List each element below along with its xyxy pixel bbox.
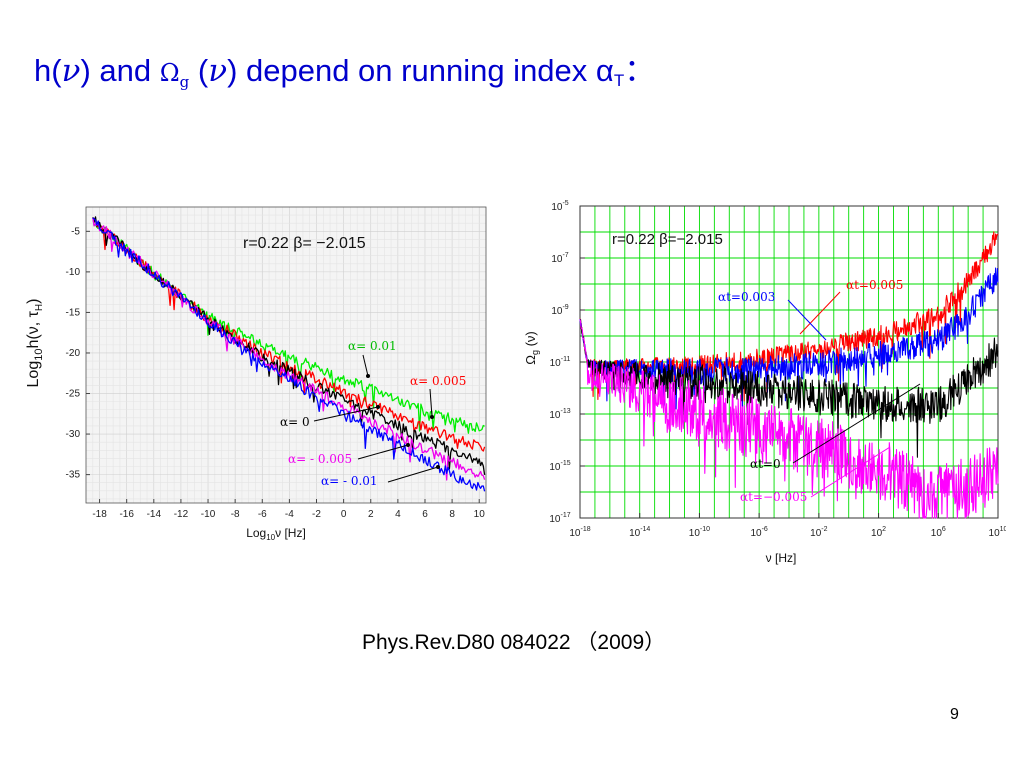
- series-line: [579, 318, 999, 458]
- x-tick-label: -18: [92, 509, 107, 520]
- y-tick-label: 10-5: [551, 200, 568, 213]
- x-tick-label: 8: [449, 509, 455, 520]
- y-tick-label: 10-9: [551, 304, 568, 317]
- series-label: α= - 0.01: [321, 474, 378, 488]
- x-tick-label: -4: [285, 509, 294, 520]
- x-tick-label: -6: [258, 509, 267, 520]
- title-and-text: ) and: [80, 53, 152, 88]
- y-axis-label: Ωg (ν): [523, 331, 540, 365]
- annotation-arrow: [429, 388, 433, 418]
- series-line: [92, 216, 486, 475]
- strain-amplitude-chart: -18 -16 -14 -12 -10 -8 -6 -4 -2 0 2 4 6 8 10-5-10-15-2…: [25, 206, 487, 542]
- x-tick-label: 10-18: [569, 526, 590, 539]
- series-line: [92, 217, 486, 492]
- y-tick-label: 10-15: [549, 460, 570, 473]
- y-tick-label: -25: [66, 389, 81, 400]
- series-label: α= - 0.005: [288, 452, 352, 466]
- title-subscript-t: T: [613, 71, 625, 90]
- y-tick-label: 10-13: [549, 408, 570, 421]
- grid-lines: [86, 206, 487, 503]
- annotation-arrow: [387, 466, 439, 483]
- title-omega-symbol: Ω: [159, 59, 180, 87]
- series-label: α= 0: [280, 415, 310, 429]
- y-tick-label: -20: [66, 348, 81, 359]
- x-tick-label: 10-2: [810, 526, 827, 539]
- y-tick-label: 10-7: [551, 252, 568, 265]
- x-tick-label: -10: [201, 509, 216, 520]
- annotation-line: [799, 291, 841, 335]
- y-tick-label: -30: [66, 429, 81, 440]
- title-nu-symbol: ν: [61, 53, 81, 89]
- x-tick-label: 10: [474, 509, 486, 520]
- x-tick-label: -2: [312, 509, 321, 520]
- title-subscript-g: g: [179, 73, 190, 91]
- annotation-arrowhead: [436, 465, 440, 469]
- x-tick-label: 6: [422, 509, 428, 520]
- annotation-arrowhead: [430, 415, 434, 419]
- series-label: α= 0.005: [410, 374, 466, 388]
- series-group: [92, 216, 486, 492]
- series-label: αt=0: [750, 457, 781, 471]
- annotation-arrow: [313, 406, 379, 422]
- series-label: α= 0.01: [348, 339, 397, 353]
- annotation-arrowhead: [376, 405, 380, 409]
- y-tick-label: -10: [66, 267, 81, 278]
- annotation-line: [792, 383, 921, 464]
- x-tick-label: 2: [368, 509, 374, 520]
- series-line: [92, 217, 486, 481]
- citation: Phys.Rev.D80 084022 （2009）: [362, 631, 666, 654]
- annotation-arrowhead: [366, 374, 370, 378]
- x-tick-label: -14: [147, 509, 162, 520]
- y-tick-label: 10-11: [550, 356, 571, 369]
- series-line: [579, 319, 999, 519]
- title-depend-text: ) depend on running index α: [227, 53, 614, 88]
- title-paren: (: [197, 53, 209, 88]
- page-number: 9: [950, 706, 959, 723]
- annotation-arrowhead: [406, 443, 410, 447]
- y-tick-label: 10-17: [549, 512, 570, 525]
- series-label: αt=−0.005: [740, 490, 807, 504]
- x-tick-label: 1010: [989, 526, 1006, 539]
- x-tick-label: -8: [231, 509, 240, 520]
- annotation-line: [810, 446, 891, 498]
- x-tick-label: 102: [871, 526, 886, 539]
- slide-title: h(ν) and Ωg (ν) depend on running index …: [34, 52, 655, 91]
- x-tick-label: 10-10: [689, 526, 710, 539]
- x-tick-label: -16: [119, 509, 134, 520]
- x-axis-label: Log10ν [Hz]: [246, 526, 306, 542]
- x-tick-label: 10-6: [750, 526, 767, 539]
- parameter-label: r=0.22 β=−2.015: [612, 231, 723, 248]
- title-nu-symbol-2: ν: [208, 53, 228, 89]
- title-colon: ：: [624, 53, 656, 88]
- y-tick-label: -15: [66, 307, 81, 318]
- x-tick-label: -12: [174, 509, 189, 520]
- plot-frame: [85, 206, 487, 504]
- x-tick-label: 4: [395, 509, 401, 520]
- x-tick-label: 0: [341, 509, 347, 520]
- annotation-arrow: [362, 354, 369, 377]
- parameter-label: r=0.22 β= −2.015: [243, 235, 366, 252]
- title-prefix: h(: [34, 53, 62, 88]
- series-group: [579, 231, 999, 519]
- y-tick-label: -5: [71, 226, 80, 237]
- series-label: αt=0.005: [846, 278, 903, 292]
- y-axis-label: Log10h(ν, τH): [25, 299, 45, 388]
- series-label: αt=0.003: [718, 290, 775, 304]
- annotation-arrow: [357, 444, 409, 460]
- x-tick-label: 10-14: [629, 526, 650, 539]
- energy-density-chart: 10-18 10-14 10-10 10-6 10-2 102 106 1010 10-5 10-…: [523, 200, 1006, 565]
- x-axis-label: ν [Hz]: [766, 551, 797, 565]
- y-tick-label: -35: [66, 470, 81, 481]
- x-tick-label: 106: [931, 526, 946, 539]
- series-line: [579, 267, 999, 410]
- annotation-line: [787, 299, 827, 341]
